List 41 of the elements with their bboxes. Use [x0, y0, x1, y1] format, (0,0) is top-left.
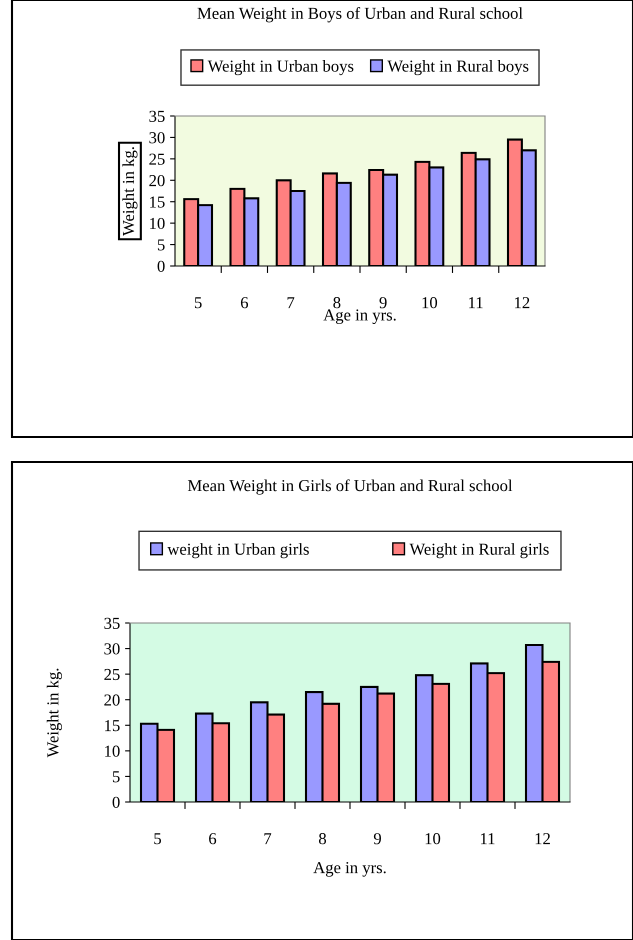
- x-tick-label: 12: [536, 833, 550, 844]
- x-tick-label: 12: [515, 297, 530, 308]
- legend-label: Weight in Urban boys: [208, 60, 354, 76]
- y-tick-label: 10: [105, 746, 120, 757]
- x-tick-label: 10: [426, 833, 440, 844]
- x-tick-label: 11: [469, 297, 483, 308]
- legend-label: Weight in Rural girls: [409, 543, 549, 558]
- y-tick-label: 25: [104, 668, 120, 680]
- y-tick-label: 35: [104, 618, 120, 629]
- y-tick-label: 30: [104, 643, 120, 655]
- y-tick-label: 5: [158, 239, 165, 251]
- legend-label: weight in Urban girls: [167, 543, 309, 558]
- chart-title: Mean Weight in Boys of Urban and Rural school: [197, 7, 523, 22]
- y-tick-label: 5: [112, 771, 120, 782]
- x-axis-title: Age in yrs.: [313, 862, 386, 877]
- y-tick-label: 35: [149, 110, 165, 122]
- x-tick-label: 11: [480, 833, 495, 844]
- y-tick-label: 0: [112, 796, 120, 808]
- y-tick-label: 20: [149, 174, 165, 186]
- x-tick-label: 10: [422, 297, 438, 308]
- y-tick-label: 10: [150, 218, 165, 230]
- x-tick-label: 9: [374, 833, 381, 844]
- x-tick-label: 6: [209, 833, 216, 844]
- y-tick-label: 15: [105, 720, 120, 732]
- y-tick-label: 15: [150, 196, 165, 208]
- y-axis-title: Weight in kg.: [46, 668, 62, 758]
- x-axis-title: Age in yrs.: [323, 309, 396, 324]
- x-tick-label: 6: [240, 297, 248, 308]
- legend-label: Weight in Rural boys: [387, 60, 528, 76]
- x-tick-label: 8: [318, 833, 326, 844]
- x-tick-label: 9: [379, 297, 387, 308]
- y-axis-title: Weight in kg.: [122, 147, 138, 236]
- x-tick-label: 7: [264, 833, 272, 844]
- y-tick-label: 20: [104, 694, 120, 706]
- x-tick-label: 8: [333, 297, 340, 308]
- y-tick-label: 30: [149, 132, 165, 144]
- chart-title: Mean Weight in Girls of Urban and Rural school: [188, 479, 512, 495]
- x-tick-label: 7: [288, 297, 294, 308]
- y-tick-label: 25: [149, 154, 165, 165]
- y-tick-label: 0: [158, 260, 165, 272]
- x-tick-label: 5: [194, 297, 202, 308]
